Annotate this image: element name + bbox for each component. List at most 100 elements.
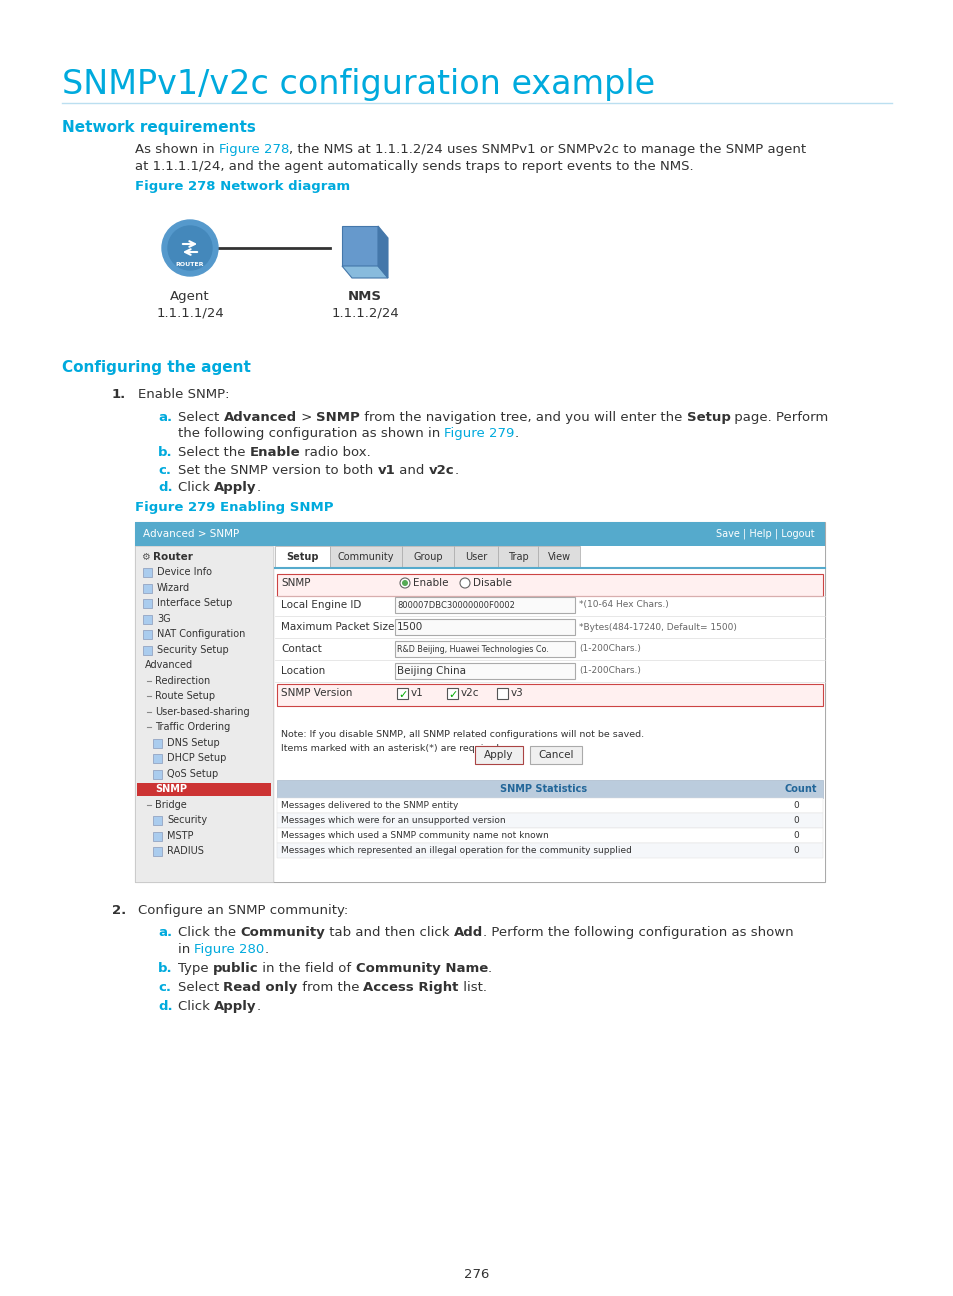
Text: Enable SNMP:: Enable SNMP: <box>138 388 230 400</box>
Text: , the NMS at 1.1.1.2/24 uses SNMPv1 or SNMPv2c to manage the SNMP agent: , the NMS at 1.1.1.2/24 uses SNMPv1 or S… <box>289 143 805 156</box>
Text: Figure 279: Figure 279 <box>444 426 515 441</box>
Text: R&D Beijing, Huawei Technologies Co.: R&D Beijing, Huawei Technologies Co. <box>396 644 548 653</box>
Text: NAT Configuration: NAT Configuration <box>157 630 245 639</box>
Text: 0: 0 <box>792 816 798 826</box>
Text: Type: Type <box>178 962 213 975</box>
Bar <box>143 630 152 639</box>
Bar <box>276 780 822 798</box>
Text: Click: Click <box>178 481 213 494</box>
Text: MSTP: MSTP <box>167 831 193 841</box>
Text: Maximum Packet Size: Maximum Packet Size <box>281 622 394 632</box>
Text: Messages which were for an unsupported version: Messages which were for an unsupported v… <box>281 816 505 826</box>
Text: Configuring the agent: Configuring the agent <box>62 360 251 375</box>
Text: Interface Setup: Interface Setup <box>157 599 233 608</box>
Text: Setup: Setup <box>686 411 730 424</box>
Text: Select the: Select the <box>178 446 250 459</box>
Text: Beijing China: Beijing China <box>396 666 465 677</box>
Text: 3G: 3G <box>157 614 171 623</box>
Text: Select: Select <box>178 411 223 424</box>
Text: v2c: v2c <box>429 464 454 477</box>
Text: Disable: Disable <box>473 578 512 588</box>
Text: >: > <box>296 411 315 424</box>
Bar <box>330 546 401 568</box>
Text: Route Setup: Route Setup <box>154 691 214 701</box>
Bar <box>395 664 575 679</box>
Text: .: . <box>256 1001 260 1013</box>
Bar <box>143 614 152 623</box>
Bar <box>152 739 162 748</box>
Bar <box>152 770 162 779</box>
Bar <box>475 746 522 765</box>
Text: Figure 278 Network diagram: Figure 278 Network diagram <box>135 180 350 193</box>
Polygon shape <box>341 266 388 279</box>
Text: .: . <box>515 426 518 441</box>
Text: Community: Community <box>337 552 394 562</box>
Bar <box>537 546 579 568</box>
Text: public: public <box>213 962 258 975</box>
Text: Messages delivered to the SNMP entity: Messages delivered to the SNMP entity <box>281 801 457 810</box>
Text: Figure 278: Figure 278 <box>218 143 289 156</box>
Text: Local Engine ID: Local Engine ID <box>281 600 361 610</box>
Text: 800007DBC30000000F0002: 800007DBC30000000F0002 <box>396 600 515 609</box>
Text: SNMP: SNMP <box>315 411 359 424</box>
Bar <box>276 574 822 596</box>
Bar <box>454 546 497 568</box>
Text: SNMP Statistics: SNMP Statistics <box>499 784 586 794</box>
Bar <box>530 746 581 765</box>
Text: Enable: Enable <box>413 578 448 588</box>
Text: c.: c. <box>158 464 171 477</box>
Text: ⚙: ⚙ <box>141 552 150 561</box>
Text: SNMP Version: SNMP Version <box>281 688 352 699</box>
Text: Bridge: Bridge <box>154 800 187 810</box>
Text: 276: 276 <box>464 1267 489 1280</box>
Text: DHCP Setup: DHCP Setup <box>167 753 226 763</box>
Bar <box>152 832 162 841</box>
Bar <box>135 522 824 546</box>
Text: . Perform the following configuration as shown: . Perform the following configuration as… <box>482 927 793 940</box>
Text: radio box.: radio box. <box>300 446 371 459</box>
Text: Figure 280: Figure 280 <box>194 943 265 956</box>
Bar <box>137 783 271 796</box>
Text: QoS Setup: QoS Setup <box>167 769 218 779</box>
Text: Figure 279 Enabling SNMP: Figure 279 Enabling SNMP <box>135 502 334 515</box>
Text: 0: 0 <box>792 831 798 840</box>
Text: (1-200Chars.): (1-200Chars.) <box>578 644 640 653</box>
Text: User: User <box>464 552 487 562</box>
Bar <box>152 754 162 763</box>
Text: from the: from the <box>297 981 363 994</box>
Text: Advanced > SNMP: Advanced > SNMP <box>143 529 239 539</box>
Text: d.: d. <box>158 1001 172 1013</box>
Text: Click: Click <box>178 1001 213 1013</box>
Text: Apply: Apply <box>484 750 514 759</box>
Text: Select: Select <box>178 981 223 994</box>
Text: ROUTER: ROUTER <box>175 262 204 267</box>
Bar <box>276 842 822 858</box>
Text: As shown in: As shown in <box>135 143 218 156</box>
Text: v3: v3 <box>511 688 523 699</box>
Text: Advanced: Advanced <box>145 660 193 670</box>
Text: .: . <box>488 962 492 975</box>
Circle shape <box>401 581 408 586</box>
Text: ✓: ✓ <box>448 689 456 700</box>
Text: Configure an SNMP community:: Configure an SNMP community: <box>138 905 348 918</box>
Text: Apply: Apply <box>213 481 256 494</box>
Text: Messages which used a SNMP community name not known: Messages which used a SNMP community nam… <box>281 831 548 840</box>
Text: 0: 0 <box>792 846 798 855</box>
Text: RADIUS: RADIUS <box>167 846 204 857</box>
Text: Cancel: Cancel <box>537 750 573 759</box>
Text: v1: v1 <box>377 464 395 477</box>
Text: Community: Community <box>240 927 325 940</box>
Bar <box>276 798 822 813</box>
Text: Trap: Trap <box>507 552 528 562</box>
Bar <box>395 597 575 613</box>
Text: Note: If you disable SNMP, all SNMP related configurations will not be saved.: Note: If you disable SNMP, all SNMP rela… <box>281 730 643 739</box>
Text: a.: a. <box>158 927 172 940</box>
Text: Network requirements: Network requirements <box>62 121 255 135</box>
Text: c.: c. <box>158 981 171 994</box>
Text: 1500: 1500 <box>396 622 423 632</box>
Text: View: View <box>547 552 570 562</box>
Circle shape <box>168 226 212 270</box>
Text: Apply: Apply <box>213 1001 256 1013</box>
Text: DNS Setup: DNS Setup <box>167 737 219 748</box>
Text: Device Info: Device Info <box>157 568 212 577</box>
